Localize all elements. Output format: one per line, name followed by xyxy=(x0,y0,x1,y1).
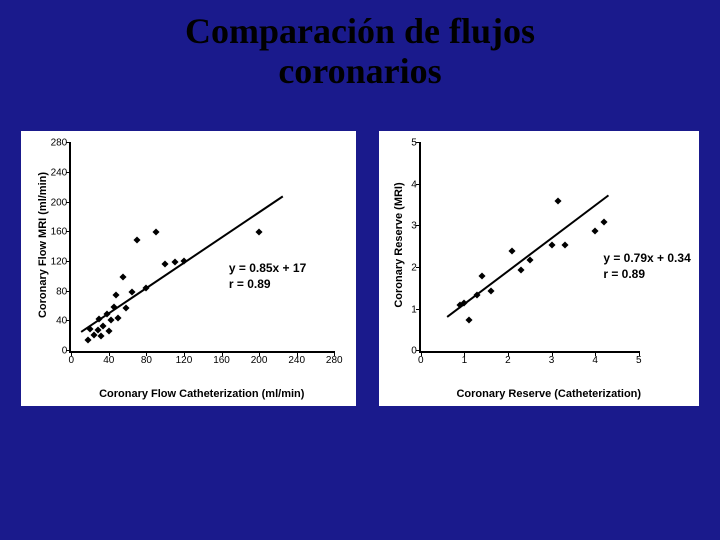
xtick-label: 0 xyxy=(418,355,424,366)
regression-line xyxy=(446,194,608,317)
xtick-label: 2 xyxy=(505,355,511,366)
ytick-label: 2 xyxy=(411,263,417,274)
ytick-label: 5 xyxy=(411,138,417,149)
title-line-1: Comparación de flujos xyxy=(185,11,535,51)
data-point xyxy=(115,314,122,321)
data-point xyxy=(152,229,159,236)
xtick-label: 160 xyxy=(213,355,230,366)
data-point xyxy=(133,236,140,243)
ytick-label: 4 xyxy=(411,179,417,190)
data-point xyxy=(119,273,126,280)
data-point xyxy=(592,227,599,234)
data-point xyxy=(600,219,607,226)
charts-row: 0408012016020024028004080120160200240280… xyxy=(0,131,720,406)
xlabel-left: Coronary Flow Catheterization (ml/min) xyxy=(69,388,334,400)
data-point xyxy=(509,248,516,255)
ylabel-right: Coronary Reserve (MRI) xyxy=(393,145,405,345)
ytick-label: 160 xyxy=(51,227,68,238)
data-point xyxy=(85,337,92,344)
coronary-flow-chart: 0408012016020024028004080120160200240280… xyxy=(21,131,356,406)
xlabel-right: Coronary Reserve (Catheterization) xyxy=(419,388,679,400)
ytick-label: 80 xyxy=(56,286,67,297)
xtick-label: 0 xyxy=(68,355,74,366)
data-point xyxy=(478,273,485,280)
xtick-label: 240 xyxy=(288,355,305,366)
slide-title: Comparación de flujos coronarios xyxy=(0,0,720,91)
xtick-label: 280 xyxy=(326,355,343,366)
xtick-label: 3 xyxy=(549,355,555,366)
equation-right: y = 0.79x + 0.34 r = 0.89 xyxy=(603,251,690,282)
xtick-label: 4 xyxy=(592,355,598,366)
coronary-reserve-chart: 012345012345 Coronary Reserve (MRI) Coro… xyxy=(379,131,699,406)
xtick-label: 80 xyxy=(141,355,152,366)
data-point xyxy=(561,242,568,249)
data-point xyxy=(555,198,562,205)
plot-area-left: 0408012016020024028004080120160200240280 xyxy=(69,143,334,353)
data-point xyxy=(465,316,472,323)
xtick-label: 40 xyxy=(103,355,114,366)
data-point xyxy=(171,259,178,266)
ytick-label: 0 xyxy=(62,346,68,357)
data-point xyxy=(105,328,112,335)
data-point xyxy=(122,305,129,312)
ytick-label: 40 xyxy=(56,316,67,327)
xtick-label: 1 xyxy=(462,355,468,366)
ylabel-left: Coronary Flow MRI (ml/min) xyxy=(37,145,49,345)
ytick-label: 240 xyxy=(51,167,68,178)
data-point xyxy=(548,242,555,249)
ytick-label: 1 xyxy=(411,304,417,315)
data-point xyxy=(113,292,120,299)
ytick-label: 200 xyxy=(51,197,68,208)
data-point xyxy=(487,287,494,294)
xtick-label: 200 xyxy=(251,355,268,366)
xtick-label: 120 xyxy=(176,355,193,366)
equation-left: y = 0.85x + 17 r = 0.89 xyxy=(229,261,306,292)
data-point xyxy=(162,260,169,267)
ytick-label: 280 xyxy=(51,138,68,149)
title-line-2: coronarios xyxy=(278,51,441,91)
data-point xyxy=(256,229,263,236)
data-point xyxy=(517,267,524,274)
xtick-label: 5 xyxy=(636,355,642,366)
data-point xyxy=(98,333,105,340)
plot-area-right: 012345012345 xyxy=(419,143,639,353)
ytick-label: 0 xyxy=(411,346,417,357)
ytick-label: 120 xyxy=(51,257,68,268)
ytick-label: 3 xyxy=(411,221,417,232)
